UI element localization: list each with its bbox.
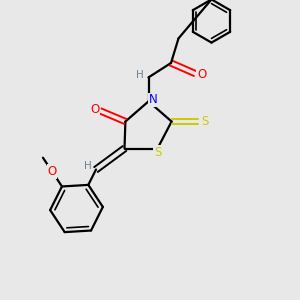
Text: H: H — [136, 70, 144, 80]
Text: H: H — [84, 161, 92, 171]
Text: S: S — [154, 146, 161, 159]
Text: O: O — [47, 165, 57, 178]
Text: N: N — [148, 93, 158, 106]
Text: O: O — [91, 103, 100, 116]
Text: S: S — [201, 115, 208, 128]
Text: O: O — [197, 68, 206, 82]
